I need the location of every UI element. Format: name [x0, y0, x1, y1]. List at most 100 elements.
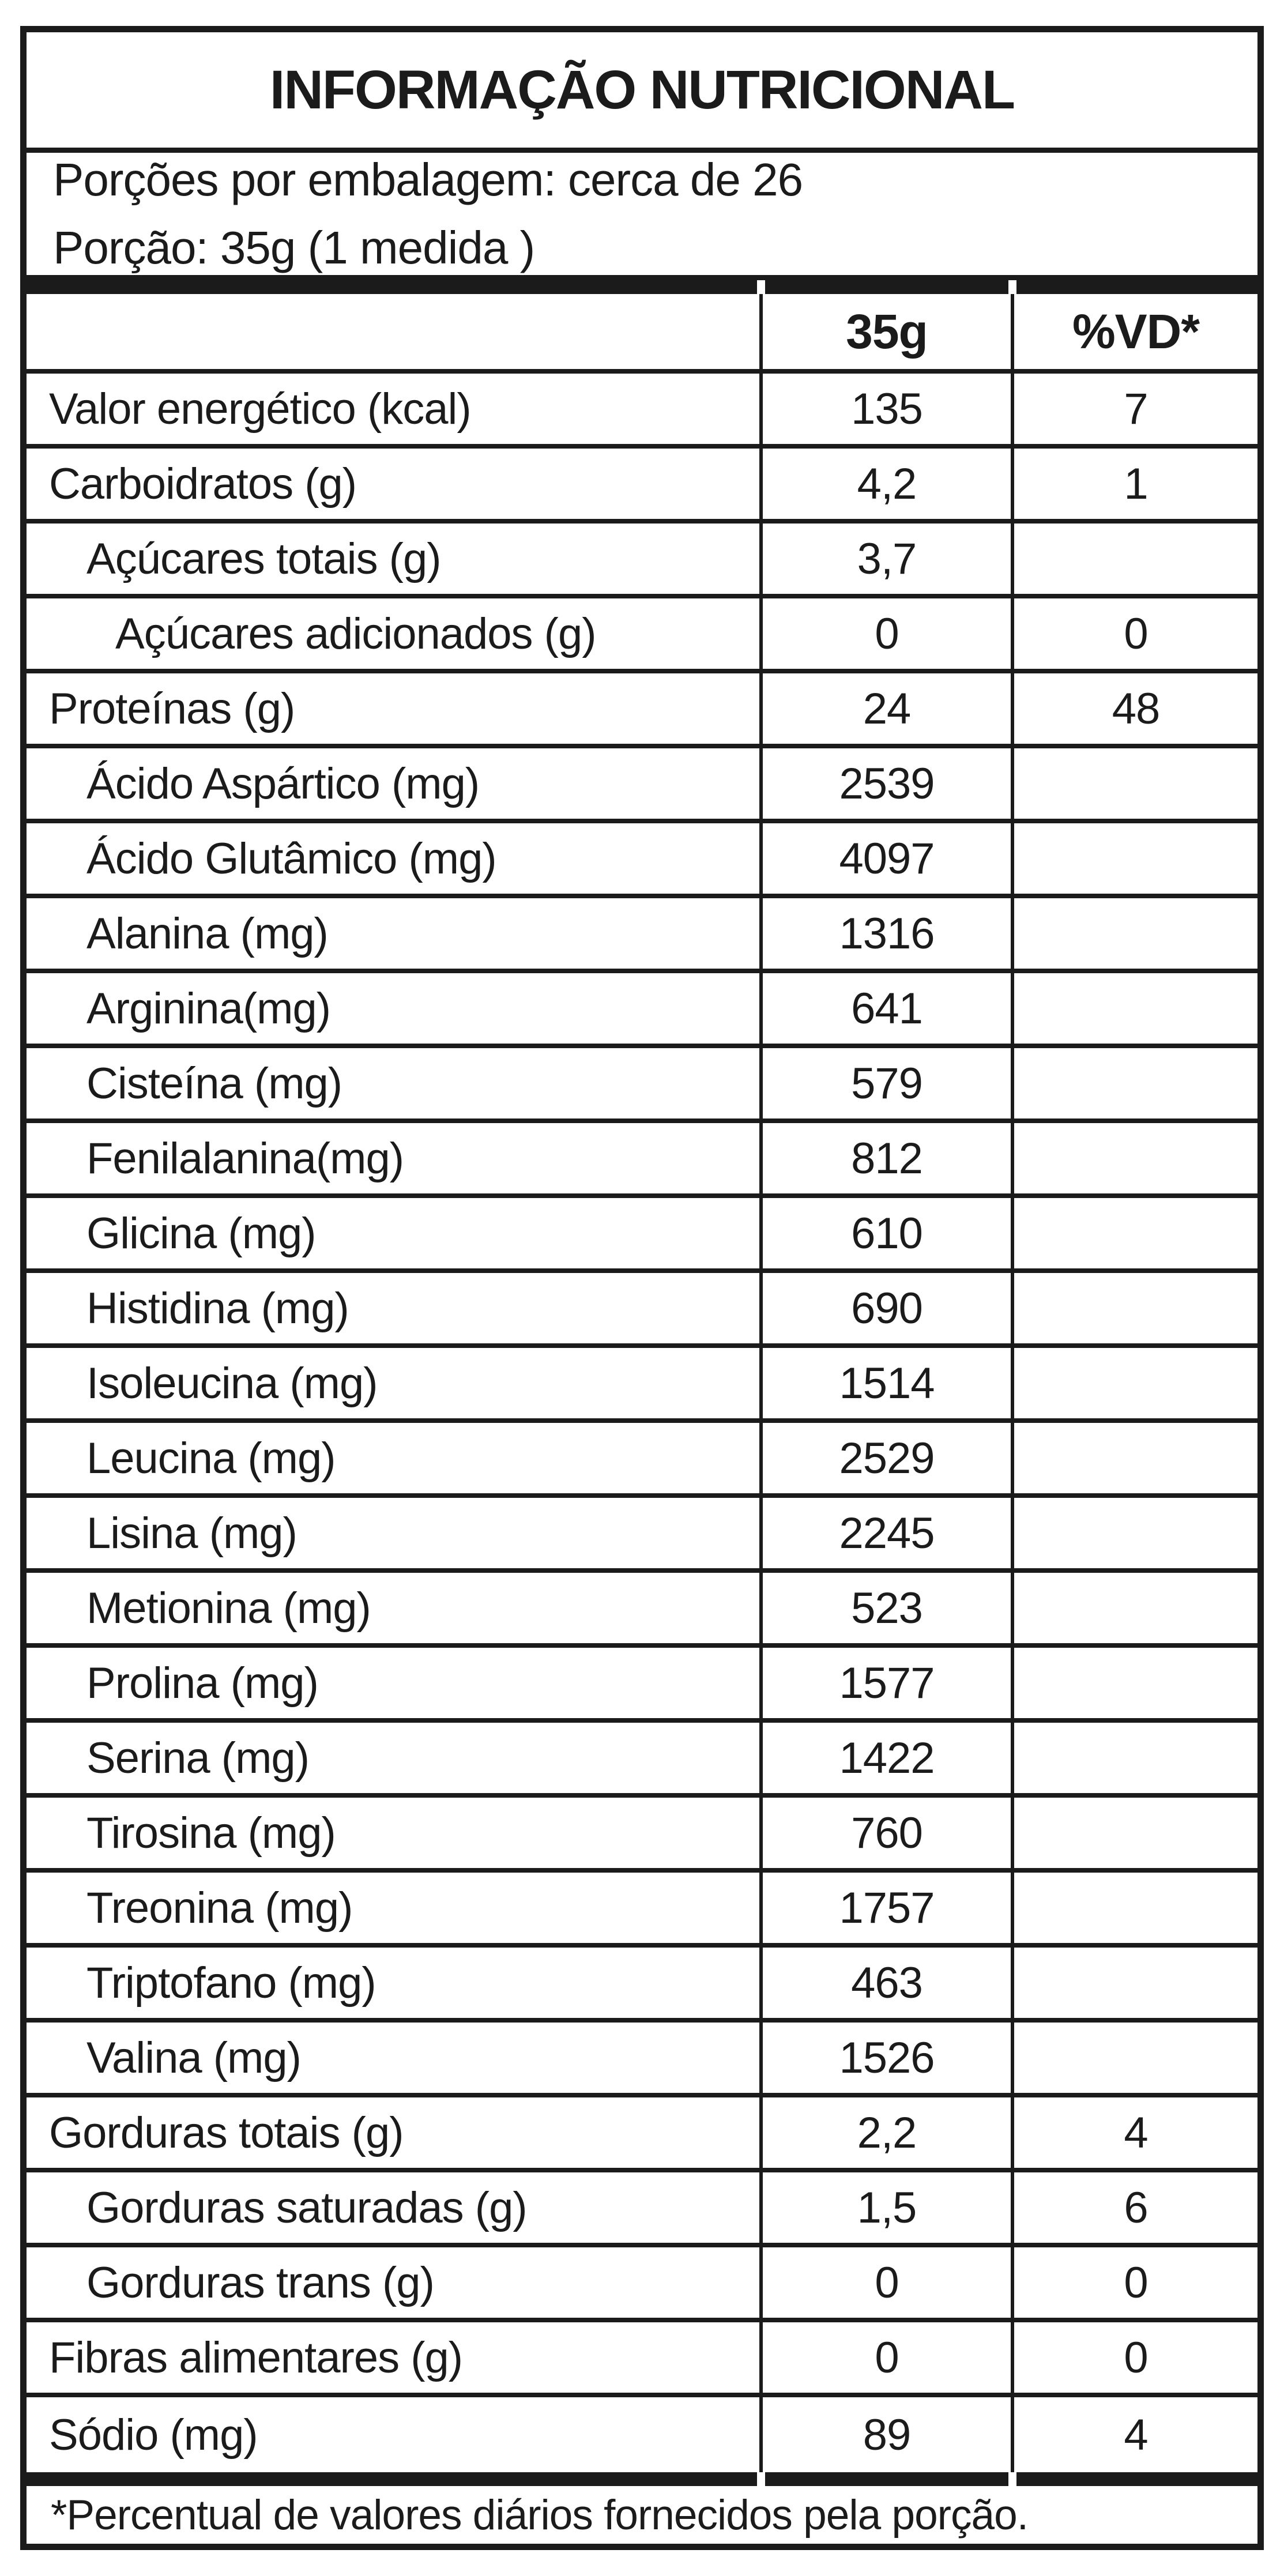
- nutrient-dv-value: [1014, 1798, 1257, 1868]
- nutrient-dv-value: 0: [1124, 609, 1148, 658]
- nutrient-dv-value: [1014, 1948, 1257, 2018]
- nutrient-amount-value: 812: [759, 1123, 1014, 1193]
- table-row: Gorduras trans (g) 0 0: [27, 2247, 1257, 2322]
- nutrient-amount-value: 0: [759, 2322, 1014, 2393]
- footnote-row: *Percentual de valores diários fornecido…: [27, 2486, 1257, 2544]
- thick-divider-band-bottom: [27, 2472, 1257, 2486]
- nutrient-dv-value: [1014, 748, 1257, 819]
- nutrient-amount-value: 760: [759, 1798, 1014, 1868]
- nutrient-label: Ácido Glutâmico (mg): [86, 834, 497, 883]
- table-row: Açúcares totais (g) 3,7: [27, 524, 1257, 598]
- nutrient-dv-value: [1014, 1648, 1257, 1718]
- nutrient-label: Fibras alimentares (g): [49, 2333, 463, 2382]
- nutrient-label: Gorduras saturadas (g): [86, 2183, 528, 2232]
- nutrient-amount-value: 690: [759, 1273, 1014, 1343]
- nutrient-amount-value: 135: [759, 374, 1014, 444]
- servings-info: Porções por embalagem: cerca de 26 Porçã…: [27, 153, 1257, 280]
- nutrient-dv-value: 4: [1124, 2108, 1148, 2157]
- nutrient-label: Fenilalanina(mg): [86, 1133, 404, 1183]
- table-row: Cisteína (mg) 579: [27, 1048, 1257, 1123]
- table-row: Glicina (mg) 610: [27, 1198, 1257, 1273]
- nutrient-dv-value: [1014, 524, 1257, 594]
- nutrient-amount-value: 89: [759, 2397, 1014, 2472]
- table-row: Treonina (mg) 1757: [27, 1873, 1257, 1948]
- nutrient-dv-value: 4: [1124, 2410, 1148, 2460]
- table-row: Valina (mg) 1526: [27, 2023, 1257, 2097]
- nutrient-dv-value: [1014, 1573, 1257, 1643]
- nutrient-amount-value: 610: [759, 1198, 1014, 1268]
- nutrient-amount-value: 4097: [759, 823, 1014, 894]
- table-row: Ácido Glutâmico (mg) 4097: [27, 823, 1257, 898]
- table-body: Valor energético (kcal) 135 7 Carboidrat…: [27, 374, 1257, 2472]
- nutrient-dv-value: [1014, 1198, 1257, 1268]
- nutrient-label: Alanina (mg): [86, 909, 329, 958]
- table-row: Sódio (mg) 89 4: [27, 2397, 1257, 2472]
- table-row: Fibras alimentares (g) 0 0: [27, 2322, 1257, 2397]
- nutrient-dv-value: [1014, 1348, 1257, 1418]
- footnote-text: *Percentual de valores diários fornecido…: [51, 2491, 1029, 2539]
- table-row: Leucina (mg) 2529: [27, 1423, 1257, 1498]
- nutrient-label: Açúcares adicionados (g): [115, 609, 597, 658]
- thick-divider-band-top: [27, 280, 1257, 294]
- servings-per-package-text: Porções por embalagem: cerca de 26: [53, 154, 803, 205]
- nutrient-dv-value: [1014, 973, 1257, 1044]
- page-title: INFORMAÇÃO NUTRICIONAL: [269, 59, 1015, 120]
- nutrient-amount-value: 1422: [759, 1723, 1014, 1793]
- nutrient-label: Metionina (mg): [86, 1583, 371, 1633]
- nutrient-label: Cisteína (mg): [86, 1059, 342, 1108]
- nutrition-facts-table: INFORMAÇÃO NUTRICIONAL Porções por embal…: [20, 26, 1264, 2550]
- nutrient-amount-value: 0: [759, 2247, 1014, 2318]
- nutrient-dv-value: [1014, 823, 1257, 894]
- nutrient-dv-value: [1014, 1123, 1257, 1193]
- nutrient-amount-value: 463: [759, 1948, 1014, 2018]
- band-column-gap: [1008, 2472, 1016, 2486]
- nutrient-dv-value: [1014, 2023, 1257, 2093]
- table-row: Gorduras saturadas (g) 1,5 6: [27, 2172, 1257, 2247]
- nutrient-amount-value: 1526: [759, 2023, 1014, 2093]
- nutrient-label: Serina (mg): [86, 1733, 310, 1783]
- nutrient-amount-value: 2529: [759, 1423, 1014, 1493]
- nutrient-label: Triptofano (mg): [86, 1958, 376, 2008]
- table-row: Gorduras totais (g) 2,2 4: [27, 2097, 1257, 2172]
- table-row: Histidina (mg) 690: [27, 1273, 1257, 1348]
- table-row: Alanina (mg) 1316: [27, 898, 1257, 973]
- table-row: Prolina (mg) 1577: [27, 1648, 1257, 1723]
- table-row: Tirosina (mg) 760: [27, 1798, 1257, 1873]
- nutrient-amount-value: 3,7: [759, 524, 1014, 594]
- nutrient-label: Arginina(mg): [86, 984, 331, 1033]
- nutrient-amount-value: 0: [759, 598, 1014, 669]
- table-row: Carboidratos (g) 4,2 1: [27, 449, 1257, 524]
- table-row: Serina (mg) 1422: [27, 1723, 1257, 1798]
- nutrient-dv-value: 0: [1124, 2258, 1148, 2307]
- table-row: Proteínas (g) 24 48: [27, 673, 1257, 748]
- table-row: Fenilalanina(mg) 812: [27, 1123, 1257, 1198]
- nutrient-label: Gorduras totais (g): [49, 2108, 404, 2157]
- nutrient-dv-value: 0: [1124, 2333, 1148, 2382]
- nutrient-label: Treonina (mg): [86, 1883, 353, 1933]
- table-row: Metionina (mg) 523: [27, 1573, 1257, 1648]
- table-row: Valor energético (kcal) 135 7: [27, 374, 1257, 449]
- table-row: Ácido Aspártico (mg) 2539: [27, 748, 1257, 823]
- nutrient-label: Leucina (mg): [86, 1433, 336, 1483]
- nutrient-amount-value: 2245: [759, 1498, 1014, 1568]
- table-row: Triptofano (mg) 463: [27, 1948, 1257, 2023]
- band-column-gap: [757, 2472, 765, 2486]
- table-row: Arginina(mg) 641: [27, 973, 1257, 1048]
- nutrient-label: Isoleucina (mg): [86, 1358, 378, 1408]
- nutrient-label: Proteínas (g): [49, 684, 295, 733]
- nutrient-dv-value: 7: [1124, 384, 1148, 434]
- nutrient-dv-value: [1014, 1048, 1257, 1118]
- nutrient-label: Sódio (mg): [49, 2410, 258, 2460]
- nutrient-amount-value: 1757: [759, 1873, 1014, 1943]
- nutrient-label: Prolina (mg): [86, 1658, 319, 1708]
- nutrient-amount-value: 4,2: [759, 449, 1014, 519]
- nutrient-label: Açúcares totais (g): [86, 534, 442, 583]
- nutrient-label: Carboidratos (g): [49, 459, 357, 509]
- band-column-gap: [1008, 280, 1016, 294]
- nutrient-amount-value: 1,5: [759, 2172, 1014, 2243]
- nutrient-dv-value: 1: [1124, 459, 1148, 509]
- nutrient-dv-value: [1014, 1873, 1257, 1943]
- nutrient-label: Gorduras trans (g): [86, 2258, 435, 2307]
- column-header-amount: 35g: [759, 294, 1014, 369]
- nutrient-amount-value: 24: [759, 673, 1014, 744]
